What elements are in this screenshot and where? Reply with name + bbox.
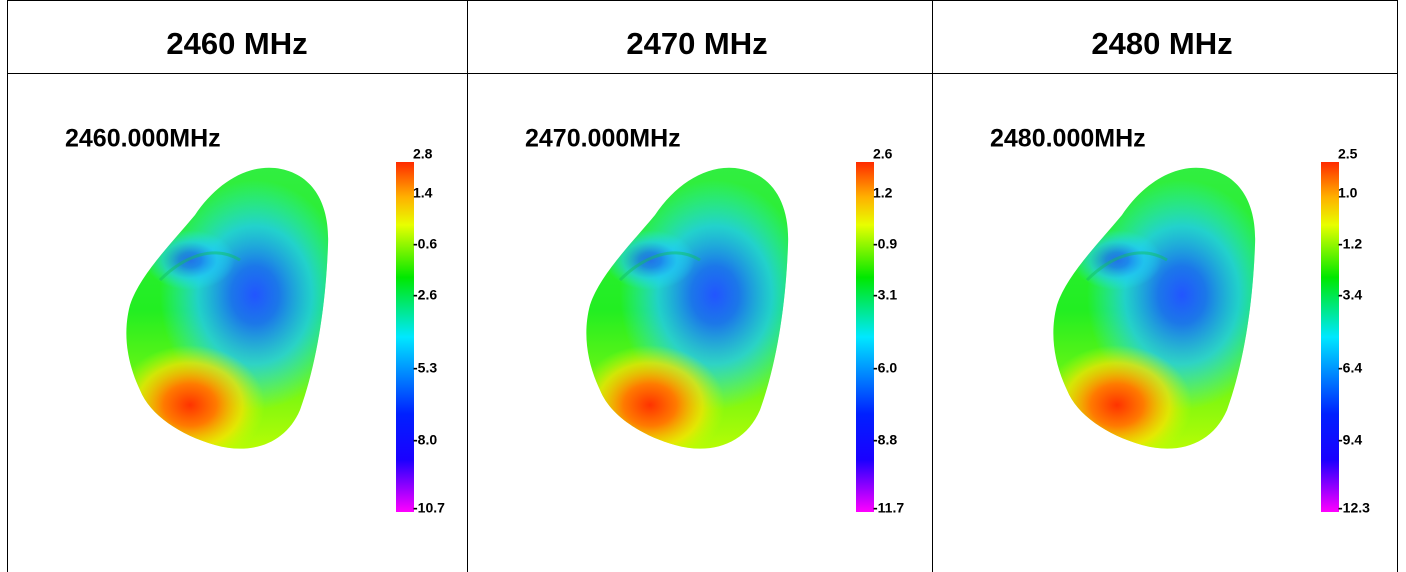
- scale-label: -6.4: [1338, 360, 1362, 376]
- frequency-label: 2480.000MHz: [990, 125, 1146, 153]
- radiation-pattern: [570, 150, 810, 470]
- scale-label: 1.4: [413, 185, 433, 201]
- radiation-pattern: [1037, 150, 1277, 470]
- column-header: 2480 MHz: [1091, 26, 1232, 61]
- color-scale: [856, 162, 874, 512]
- pattern-image: [1037, 150, 1277, 470]
- scale-label: -5.3: [413, 360, 437, 376]
- scale-label: -10.7: [413, 500, 445, 516]
- column-header: 2470 MHz: [626, 26, 767, 61]
- radiation-pattern: [110, 150, 350, 470]
- pattern-image: [570, 150, 810, 470]
- scale-label: -1.2: [1338, 236, 1362, 252]
- color-scale: [1321, 162, 1339, 512]
- scale-label: -8.0: [413, 432, 437, 448]
- scale-label: 2.8: [413, 146, 433, 162]
- scale-label: 1.2: [873, 185, 893, 201]
- scale-label: -6.0: [873, 360, 897, 376]
- color-scale: [396, 162, 414, 512]
- scale-label: -8.8: [873, 432, 897, 448]
- scale-label: -9.4: [1338, 432, 1362, 448]
- scale-label: -3.4: [1338, 287, 1362, 303]
- frequency-label: 2470.000MHz: [525, 125, 681, 153]
- scale-label: -11.7: [873, 500, 904, 516]
- scale-label: -2.6: [413, 287, 437, 303]
- scale-label: 2.6: [873, 146, 893, 162]
- scale-label: -0.9: [873, 236, 897, 252]
- scale-label: -3.1: [873, 287, 897, 303]
- scale-label: -0.6: [413, 236, 437, 252]
- pattern-image: [110, 150, 350, 470]
- scale-label: 2.5: [1338, 146, 1358, 162]
- results-table: 2460 MHz 2470 MHz 2480 MHz 2460.000MHz 2.8 1.…: [0, 0, 1406, 572]
- column-header: 2460 MHz: [166, 26, 307, 61]
- scale-label: -12.3: [1338, 500, 1370, 516]
- scale-label: 1.0: [1338, 185, 1358, 201]
- frequency-label: 2460.000MHz: [65, 125, 221, 153]
